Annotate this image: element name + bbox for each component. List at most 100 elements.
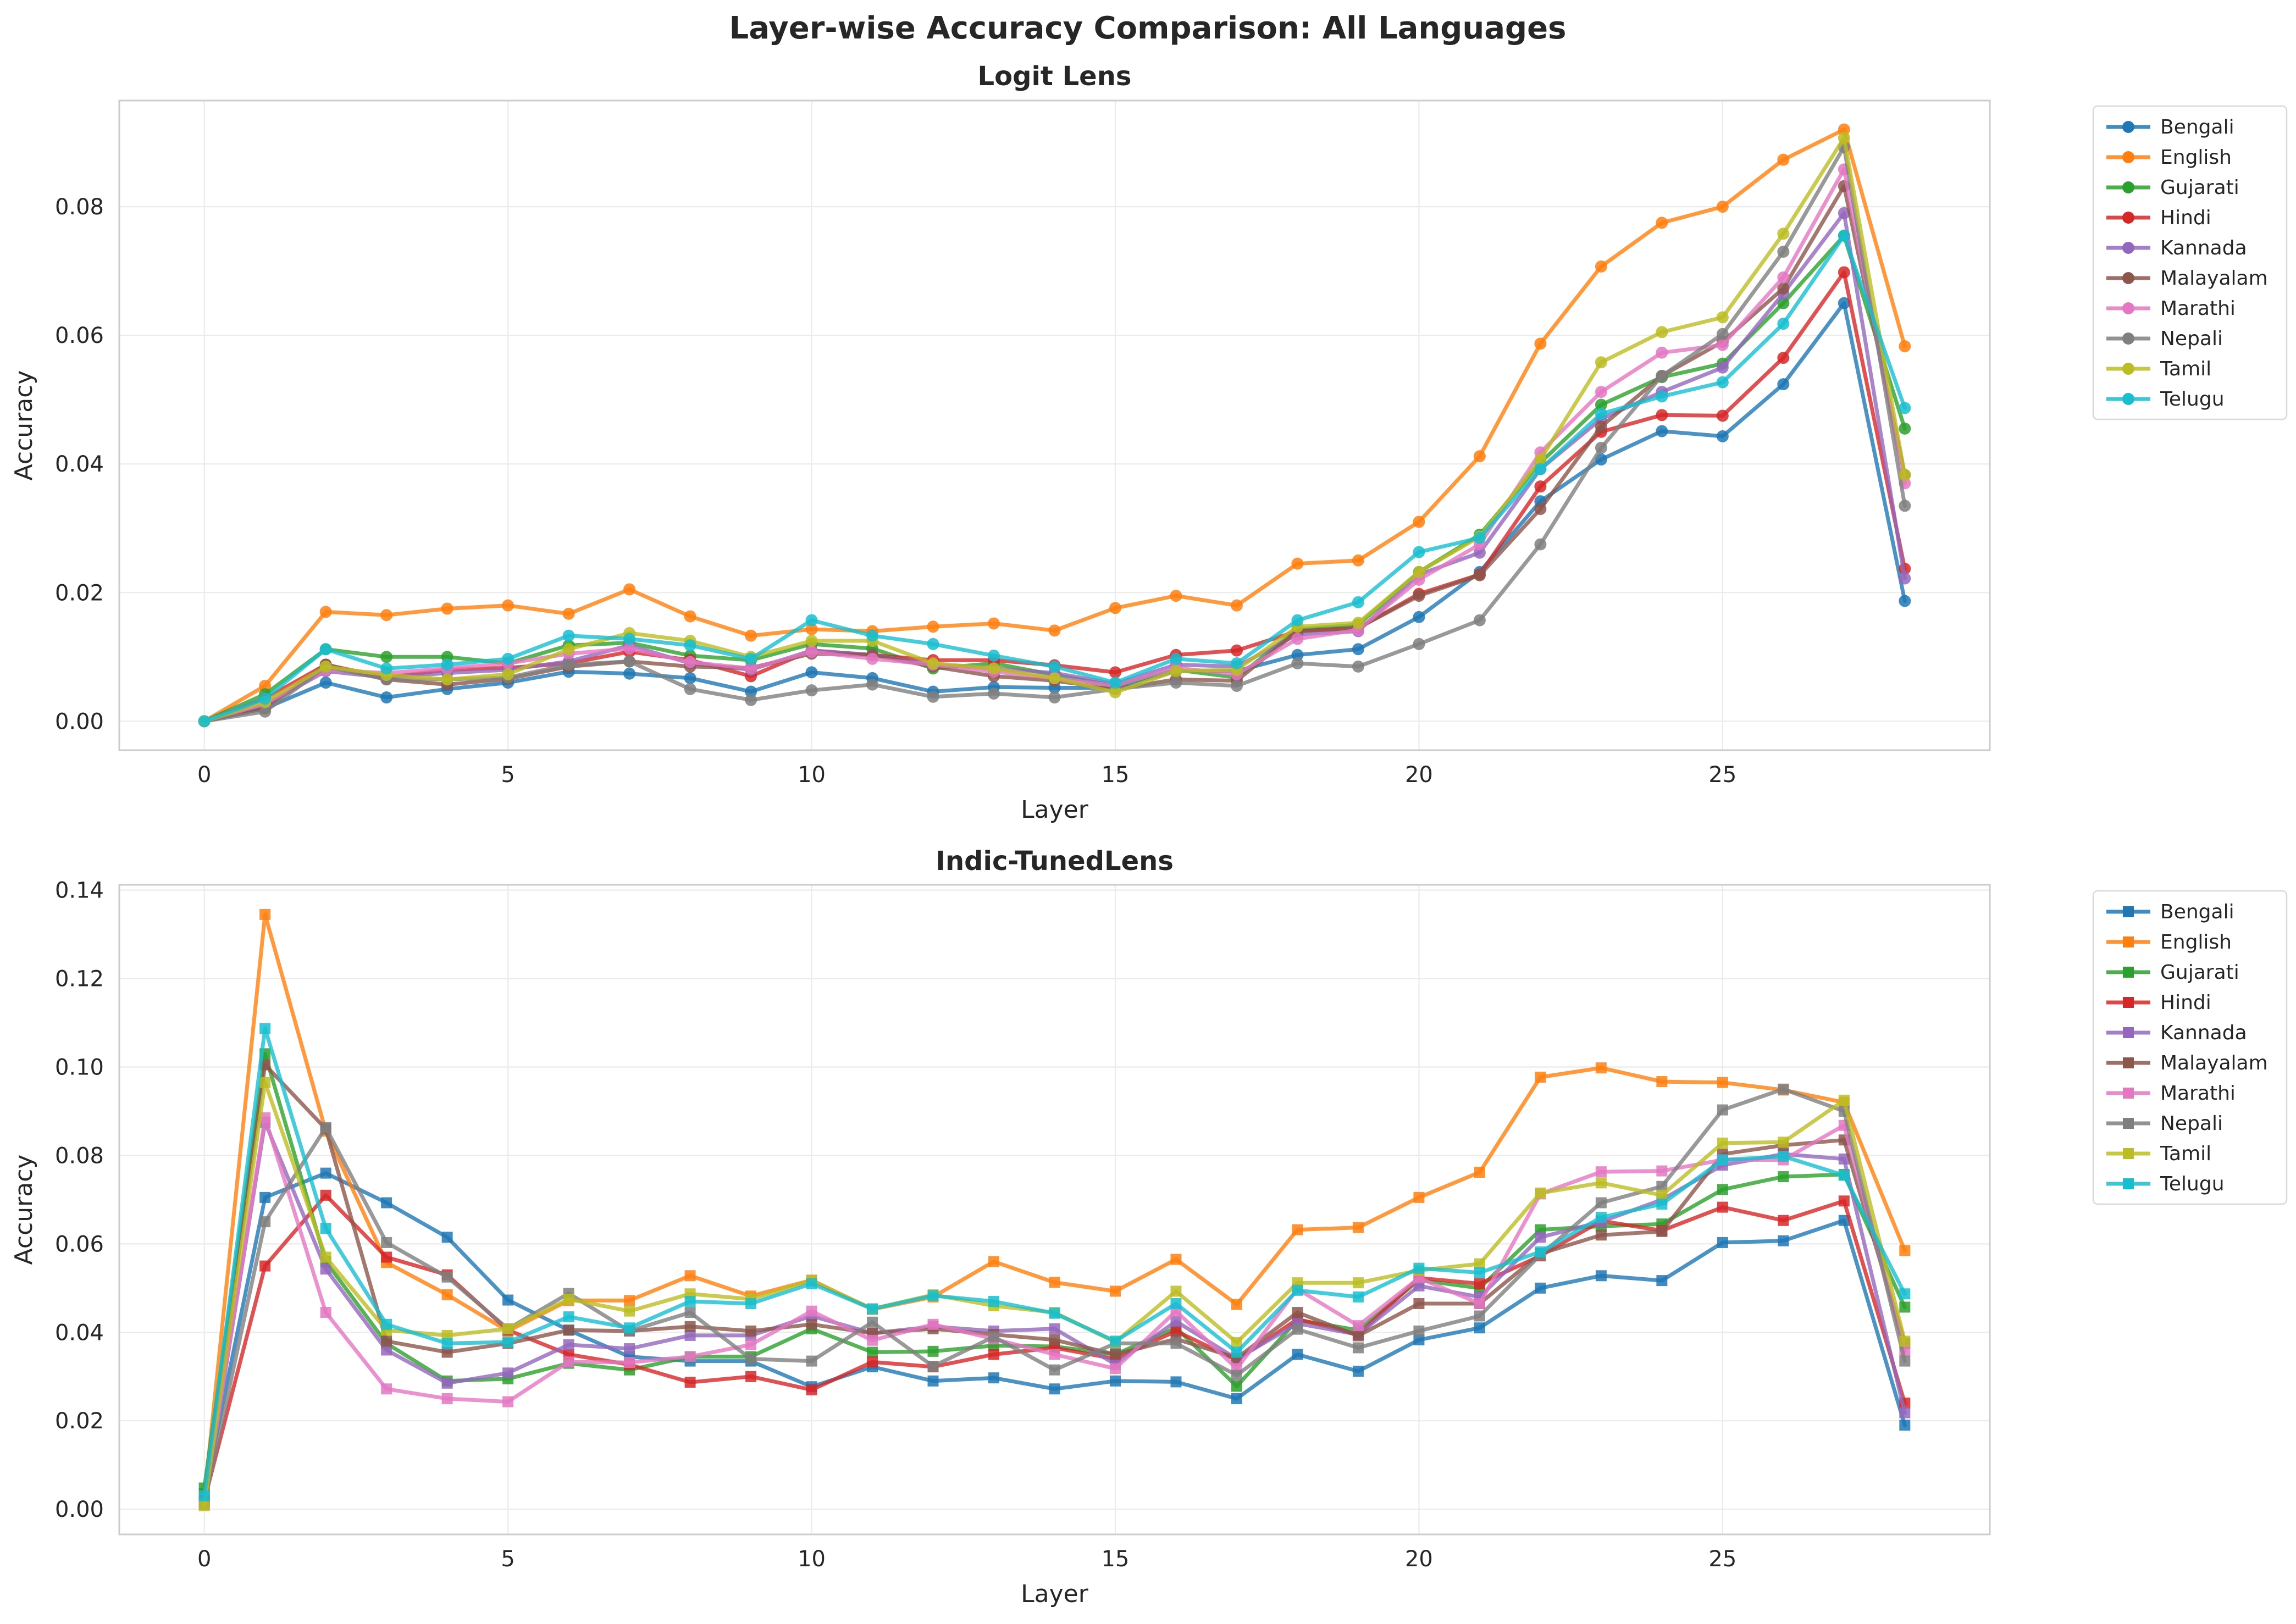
logit-lens-point-telugu <box>1170 652 1182 665</box>
indic-tunedlens-point-tamil <box>198 1500 210 1511</box>
indic-tunedlens-legend-label-tamil: Tamil <box>2160 1143 2211 1165</box>
logit-lens-point-marathi <box>1777 271 1790 284</box>
logit-lens-point-nepali <box>805 684 818 697</box>
logit-lens-point-malayalam <box>1413 590 1425 602</box>
logit-lens-x-tick-label: 10 <box>798 762 826 788</box>
logit-lens-point-bengali <box>1716 430 1729 442</box>
logit-lens-y-tick-label: 0.06 <box>55 323 104 348</box>
indic-tunedlens-point-tamil <box>1535 1187 1546 1199</box>
indic-tunedlens-legend-label-hindi: Hindi <box>2160 991 2211 1014</box>
indic-tunedlens-point-nepali <box>441 1271 453 1283</box>
indic-tunedlens-point-kannada <box>1535 1232 1546 1243</box>
logit-lens-point-english <box>1170 590 1182 602</box>
indic-tunedlens-point-english <box>988 1256 1000 1267</box>
indic-tunedlens-point-malayalam <box>1413 1298 1425 1309</box>
logit-lens-point-tamil <box>562 643 575 656</box>
indic-tunedlens-point-malayalam <box>1595 1229 1607 1241</box>
indic-tunedlens-point-nepali <box>1292 1323 1303 1335</box>
indic-tunedlens-point-hindi <box>1474 1278 1485 1289</box>
indic-tunedlens-y-tick-label: 0.10 <box>55 1055 104 1080</box>
logit-lens-point-telugu <box>1716 376 1729 389</box>
logit-lens-point-kannada <box>1716 361 1729 374</box>
indic-tunedlens-point-bengali <box>441 1232 453 1243</box>
logit-lens-axes-frame <box>118 99 1991 751</box>
logit-lens-point-kannada <box>1838 207 1850 219</box>
logit-lens-point-english <box>1716 201 1729 213</box>
logit-lens-point-bengali <box>1291 649 1304 661</box>
indic-tunedlens-point-telugu <box>867 1303 878 1315</box>
logit-lens-point-english <box>1656 217 1668 229</box>
indic-tunedlens-point-bengali <box>1838 1215 1850 1226</box>
logit-lens-legend-marker-malayalam <box>2122 272 2134 284</box>
indic-tunedlens-point-telugu <box>745 1298 757 1309</box>
indic-tunedlens-point-bengali <box>1535 1282 1546 1294</box>
logit-lens-point-malayalam <box>1473 569 1486 581</box>
indic-tunedlens-point-nepali <box>381 1237 392 1248</box>
indic-tunedlens-point-tamil <box>502 1323 514 1334</box>
logit-lens-point-telugu <box>1230 657 1243 670</box>
indic-tunedlens-point-tamil <box>1717 1137 1728 1149</box>
logit-lens-point-tamil <box>1109 686 1121 699</box>
logit-lens-point-bengali <box>1838 297 1850 309</box>
logit-lens-point-english <box>1777 153 1790 166</box>
indic-tunedlens-point-nepali <box>259 1216 271 1228</box>
indic-tunedlens-point-marathi <box>1352 1320 1364 1332</box>
logit-lens-legend-label-telugu: Telugu <box>2160 388 2225 411</box>
logit-lens-legend-label-bengali: Bengali <box>2160 116 2234 138</box>
indic-tunedlens-point-hindi <box>806 1384 817 1395</box>
logit-lens-point-telugu <box>1048 660 1061 673</box>
indic-tunedlens-point-marathi <box>927 1318 939 1330</box>
logit-lens-point-marathi <box>623 642 636 655</box>
indic-tunedlens-point-tamil <box>624 1305 635 1317</box>
logit-lens-x-axis-label: Layer <box>1021 796 1089 824</box>
logit-lens-point-bengali <box>684 672 696 684</box>
indic-tunedlens-legend-label-kannada: Kannada <box>2160 1022 2247 1044</box>
logit-lens-legend-label-hindi: Hindi <box>2160 207 2211 229</box>
logit-lens-legend-marker-nepali <box>2122 332 2134 345</box>
indic-tunedlens-point-kannada <box>624 1343 635 1355</box>
logit-lens-point-hindi <box>1838 266 1850 279</box>
indic-tunedlens-legend-label-bengali: Bengali <box>2160 901 2234 923</box>
logit-lens-point-tamil <box>1170 665 1182 678</box>
logit-lens-legend: Bengali English Gujarati Hindi Kannada Malaya… <box>2092 105 2288 420</box>
logit-lens-point-english <box>1534 337 1547 350</box>
logit-lens-point-telugu <box>745 652 757 665</box>
logit-lens-x-tick-label: 25 <box>1708 762 1736 788</box>
indic-tunedlens-point-telugu <box>1656 1198 1668 1210</box>
logit-lens-point-nepali <box>1170 677 1182 689</box>
indic-tunedlens-point-tamil <box>1474 1258 1485 1270</box>
indic-tunedlens-x-axis-label: Layer <box>1021 1580 1089 1608</box>
indic-tunedlens-point-nepali <box>1474 1310 1485 1322</box>
indic-tunedlens-point-telugu <box>1717 1154 1728 1166</box>
indic-tunedlens-point-malayalam <box>563 1324 574 1336</box>
logit-lens-point-bengali <box>380 691 393 704</box>
indic-tunedlens-point-tamil <box>320 1251 331 1263</box>
logit-lens-point-english <box>805 623 818 635</box>
indic-tunedlens-point-nepali <box>806 1355 817 1367</box>
logit-lens-point-bengali <box>745 685 757 698</box>
indic-tunedlens-point-gujarati <box>927 1345 939 1357</box>
indic-tunedlens-point-malayalam <box>1049 1334 1060 1345</box>
indic-tunedlens-point-tamil <box>563 1293 574 1305</box>
indic-tunedlens-point-bengali <box>1474 1322 1485 1334</box>
indic-tunedlens-point-kannada <box>441 1377 453 1389</box>
indic-tunedlens-point-hindi <box>1838 1195 1850 1207</box>
logit-lens-point-english <box>1899 340 1911 353</box>
logit-lens-point-english <box>259 679 272 692</box>
indic-tunedlens-point-english <box>684 1270 696 1282</box>
indic-tunedlens-legend-label-telugu: Telugu <box>2160 1173 2225 1195</box>
indic-tunedlens-point-malayalam <box>1352 1330 1364 1342</box>
logit-lens-legend-label-kannada: Kannada <box>2160 237 2247 259</box>
indic-tunedlens-point-hindi <box>867 1356 878 1368</box>
logit-lens-point-english <box>684 610 696 623</box>
indic-tunedlens-point-hindi <box>259 1260 271 1272</box>
indic-tunedlens-point-english <box>1595 1062 1607 1074</box>
indic-tunedlens-point-bengali <box>1656 1275 1668 1287</box>
logit-lens-point-nepali <box>1899 500 1911 512</box>
logit-lens-point-telugu <box>805 614 818 627</box>
indic-tunedlens-point-telugu <box>1535 1246 1546 1257</box>
logit-lens-point-bengali <box>623 667 636 680</box>
indic-tunedlens-point-marathi <box>381 1383 392 1395</box>
logit-lens-point-bengali <box>1777 378 1790 391</box>
logit-lens-point-telugu <box>1413 546 1425 558</box>
